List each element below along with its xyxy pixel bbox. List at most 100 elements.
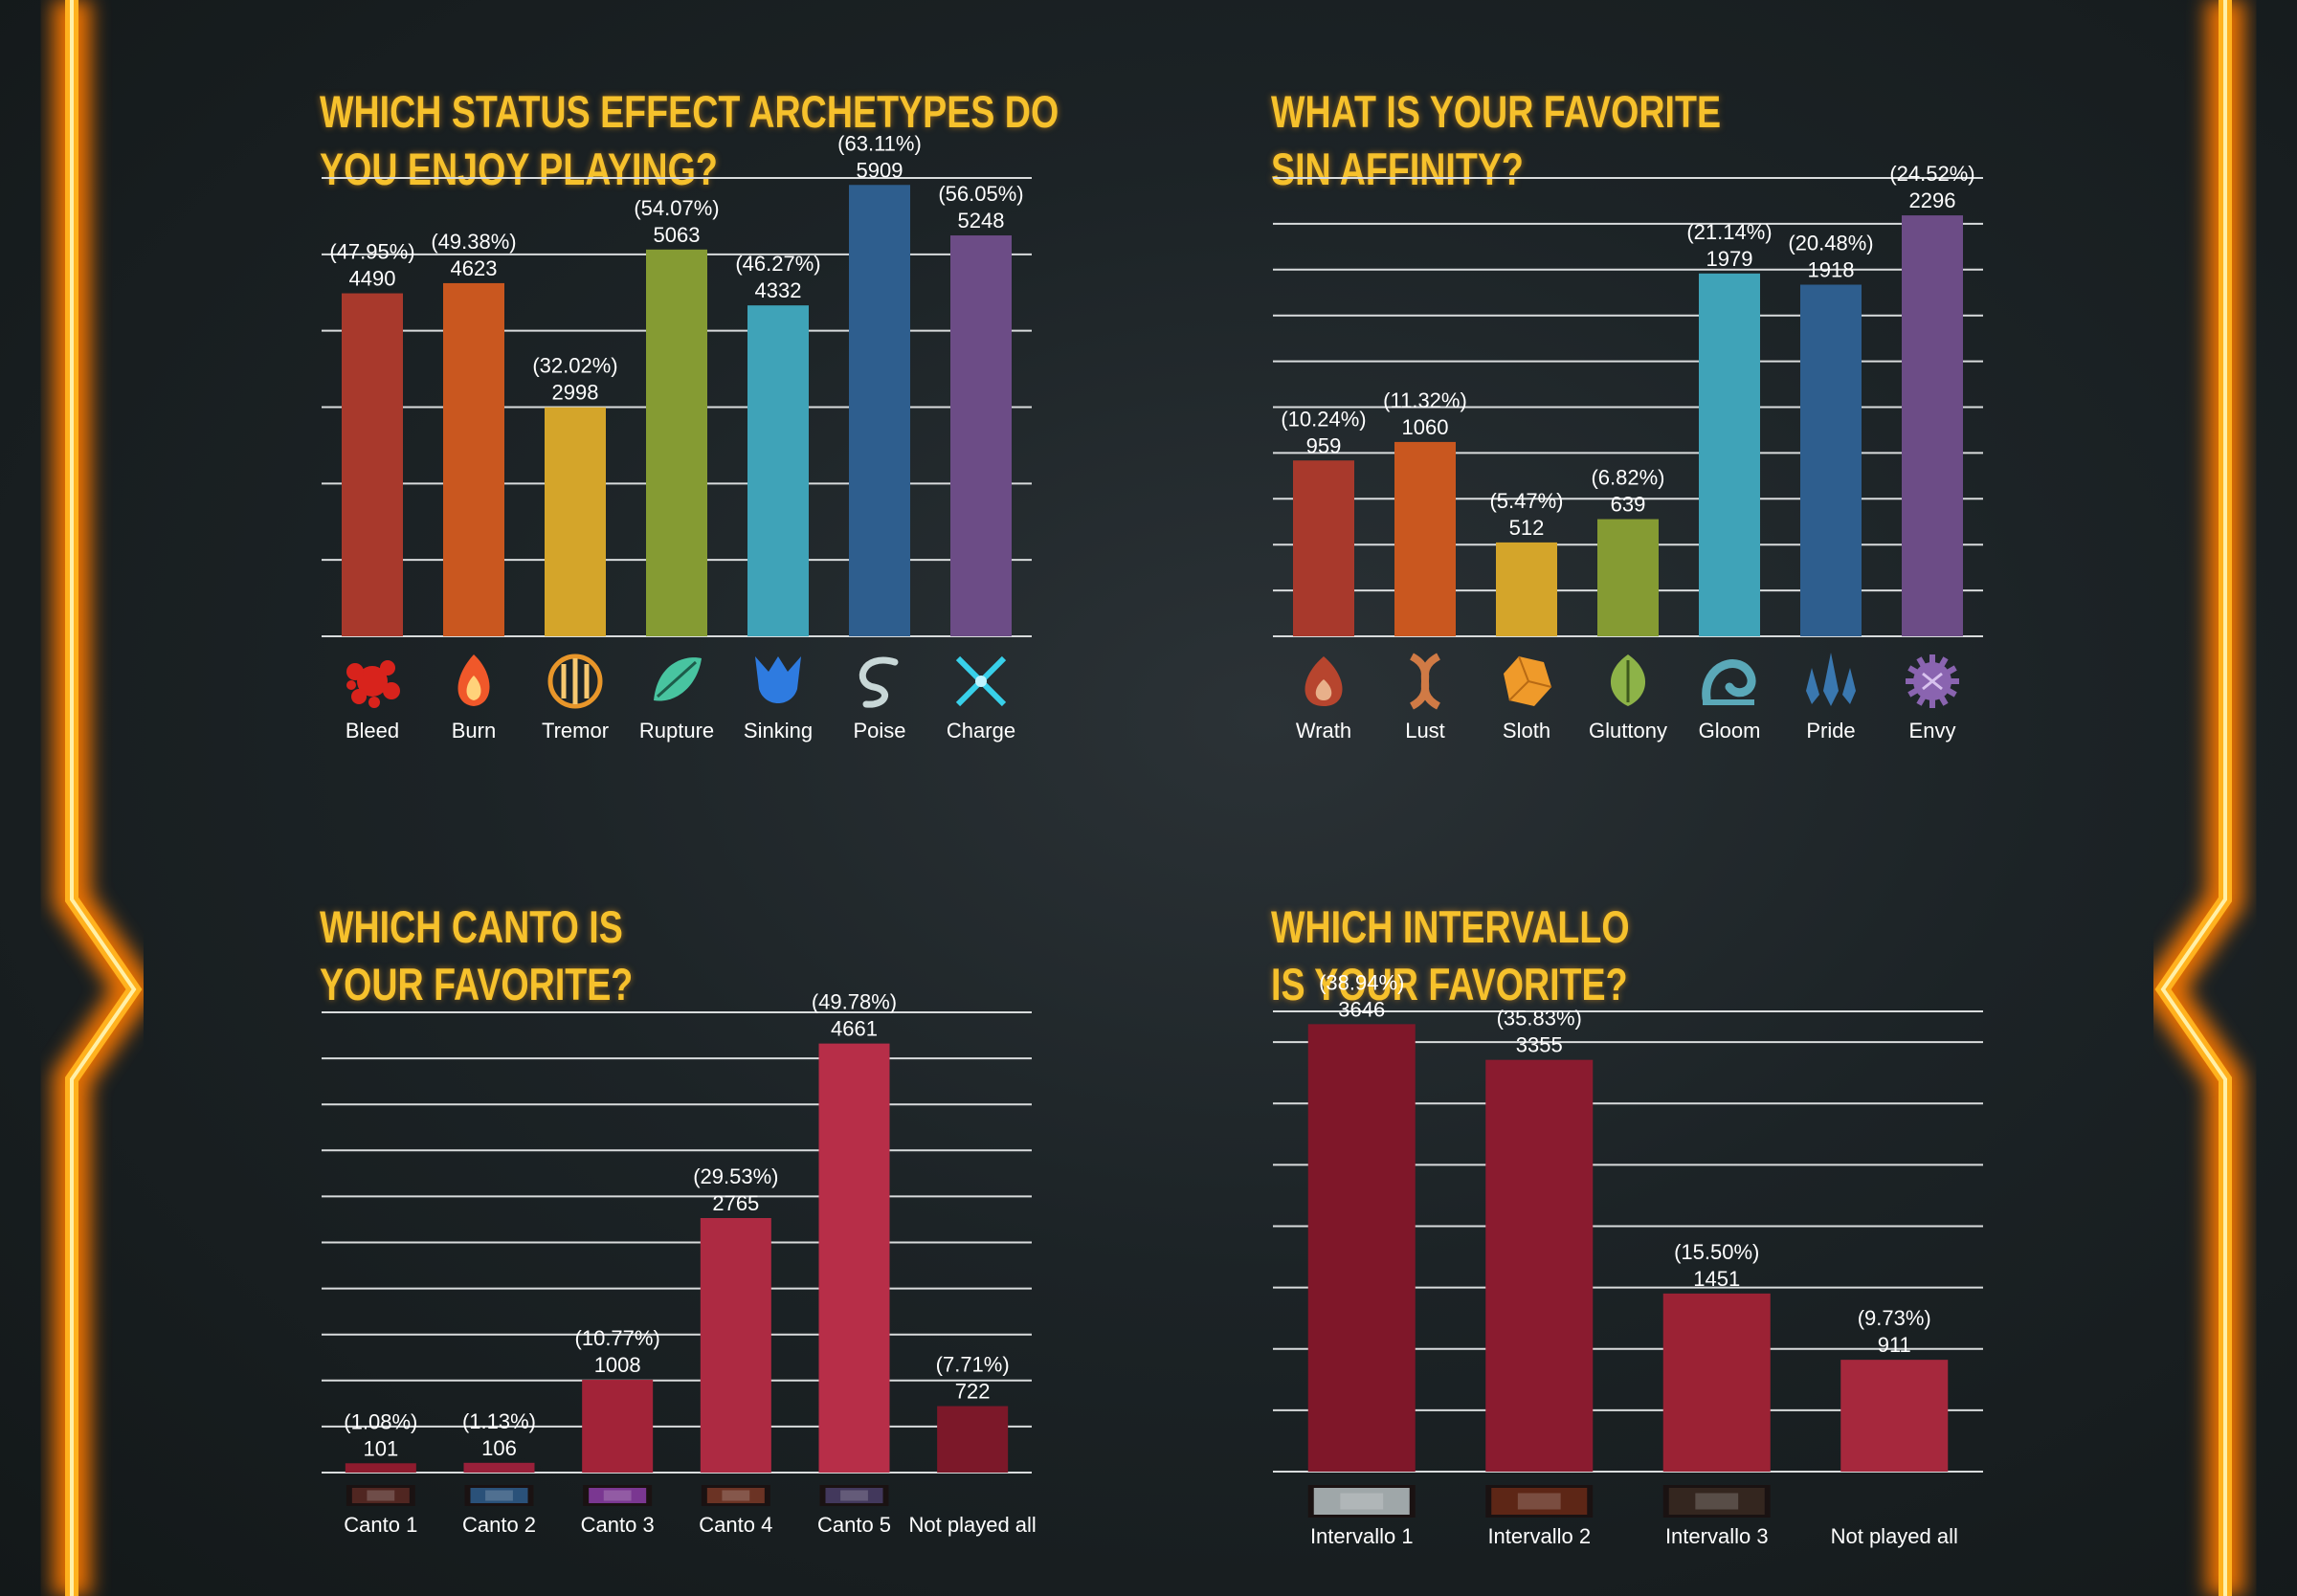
bar-pride <box>1800 284 1862 636</box>
category-label-burn: Burn <box>452 719 496 743</box>
bar-poise <box>849 185 910 636</box>
percent-label-intervallo-3: (15.50%) <box>1674 1240 1759 1264</box>
percent-label-canto-5: (49.78%) <box>812 990 897 1014</box>
bar-intervallo-2 <box>1485 1059 1594 1472</box>
chart-title: WHAT IS YOUR FAVORITE SIN AFFINITY? <box>1271 83 1721 198</box>
category-label-charge: Charge <box>947 719 1015 743</box>
percent-label-charge: (56.05%) <box>938 182 1023 206</box>
value-label-not-played-all: 722 <box>955 1380 991 1404</box>
status-effect-chart-panel: WHICH STATUS EFFECT ARCHETYPES DO YOU EN… <box>320 46 1059 754</box>
percent-label-burn: (49.38%) <box>431 230 516 254</box>
flame-icon <box>457 654 490 706</box>
percent-label-canto-4: (29.53%) <box>693 1164 778 1188</box>
lust-braid-icon <box>1409 653 1441 710</box>
chart-title-line-1: WHICH STATUS EFFECT ARCHETYPES DO <box>320 86 1059 137</box>
percent-label-sinking: (46.27%) <box>735 252 820 276</box>
bar-burn <box>443 282 504 636</box>
percent-label-pride: (20.48%) <box>1788 232 1873 255</box>
intervallo-chart-panel: WHICH INTERVALLO IS YOUR FAVORITE? (38.9… <box>1271 861 1987 1550</box>
category-label-intervallo-2: Intervallo 2 <box>1487 1524 1591 1548</box>
value-label-canto-2: 106 <box>481 1436 517 1460</box>
category-label-sinking: Sinking <box>744 719 813 743</box>
percent-label-canto-3: (10.77%) <box>575 1326 660 1350</box>
category-label-envy: Envy <box>1909 719 1956 743</box>
value-label-canto-3: 1008 <box>594 1353 641 1377</box>
value-label-tremor: 2998 <box>552 381 599 405</box>
value-label-intervallo-3: 1451 <box>1693 1267 1740 1291</box>
right-frame-border <box>2153 0 2244 1596</box>
bar-charge <box>950 235 1012 636</box>
gloom-wave-icon <box>1702 659 1756 705</box>
chart-title-line-2: SIN AFFINITY? <box>1271 144 1524 194</box>
category-label-canto-4: Canto 4 <box>699 1513 772 1537</box>
chart-title: WHICH INTERVALLO IS YOUR FAVORITE? <box>1271 898 1630 1013</box>
category-label-canto-3: Canto 3 <box>581 1513 655 1537</box>
sin-affinity-bar-chart: (10.24%)959 Wrath (11.32%) 1060 Lust (5.47%) 5… <box>1273 162 1983 743</box>
percent-label-gloom: (21.14%) <box>1686 220 1772 244</box>
chart-title-line-1: WHICH INTERVALLO <box>1271 901 1630 952</box>
gluttony-leaf-icon <box>1610 654 1646 706</box>
value-label-poise: 5909 <box>857 158 903 182</box>
chart-title-line-1: WHICH CANTO IS <box>320 901 623 952</box>
chart-title-line-2: IS YOUR FAVORITE? <box>1271 959 1628 1009</box>
bar-intervallo-1 <box>1307 1024 1416 1472</box>
envy-gear-icon <box>1906 654 1959 708</box>
intervallo-3-thumbnail <box>1662 1485 1771 1518</box>
percent-label-gluttony: (6.82%) <box>1591 466 1664 490</box>
canto-4-thumbnail <box>701 1485 770 1506</box>
category-label-rupture: Rupture <box>639 719 714 743</box>
category-label-canto-5: Canto 5 <box>817 1513 891 1537</box>
canto-3-thumbnail <box>583 1485 653 1506</box>
chart-title-line-1: WHAT IS YOUR FAVORITE <box>1271 86 1722 137</box>
percent-label-envy: (24.52%) <box>1889 162 1974 186</box>
percent-label-canto-1: (1.08%) <box>344 1409 417 1433</box>
value-label-gloom: 1979 <box>1706 247 1753 271</box>
bar-sinking <box>747 305 809 636</box>
charge-spark-icon <box>955 655 1007 707</box>
category-label-intervallo-1: Intervallo 1 <box>1310 1524 1414 1548</box>
bar-not-played-all <box>937 1406 1009 1473</box>
chart-title: WHICH STATUS EFFECT ARCHETYPES DO YOU EN… <box>320 83 1059 198</box>
canto-5-thumbnail <box>819 1485 889 1506</box>
value-label-intervallo-2: 3355 <box>1516 1033 1563 1057</box>
bar-lust <box>1394 441 1456 636</box>
canto-1-thumbnail <box>346 1485 415 1506</box>
percent-label-intervallo-2: (35.83%) <box>1497 1007 1582 1031</box>
canto-2-thumbnail <box>464 1485 534 1506</box>
value-label-rupture: 5063 <box>654 223 701 247</box>
bar-sloth <box>1496 542 1557 636</box>
intervallo-bar-chart: (38.94%) 3646 Intervallo 1 (35.83%)3355 Inte… <box>1273 970 1983 1548</box>
chart-title-line-2: YOU ENJOY PLAYING? <box>320 144 718 194</box>
value-label-intervallo-1: 3646 <box>1338 997 1385 1021</box>
value-label-lust: 1060 <box>1402 415 1449 439</box>
value-label-bleed: 4490 <box>349 267 396 291</box>
value-label-sloth: 512 <box>1509 516 1545 540</box>
value-label-envy: 2296 <box>1909 188 1956 212</box>
bar-canto-4 <box>700 1218 771 1473</box>
wrath-flame-icon <box>1305 656 1343 706</box>
blood-splatter-icon <box>346 660 400 708</box>
category-label-wrath: Wrath <box>1296 719 1351 743</box>
value-label-gluttony: 639 <box>1611 493 1646 517</box>
poise-swirl-icon <box>859 656 899 708</box>
value-label-burn: 4623 <box>451 256 498 280</box>
sin-affinity-chart-panel: WHAT IS YOUR FAVORITE SIN AFFINITY? (10.… <box>1271 46 1987 754</box>
category-label-not-played-all: Not played all <box>1831 1524 1958 1548</box>
chart-title: WHICH CANTO IS YOUR FAVORITE? <box>320 898 633 1013</box>
percent-label-poise: (63.11%) <box>837 131 922 155</box>
pride-spire-icon <box>1806 653 1856 706</box>
bar-intervallo-3 <box>1662 1293 1771 1472</box>
canto-chart-panel: WHICH CANTO IS YOUR FAVORITE? (1.08%) 101… <box>320 861 1037 1550</box>
leaf-shard-icon <box>654 657 702 701</box>
value-label-canto-5: 4661 <box>831 1017 878 1041</box>
value-label-sinking: 4332 <box>755 278 802 302</box>
bar-gloom <box>1699 273 1760 636</box>
bar-tremor <box>545 407 606 636</box>
value-label-wrath: 959 <box>1306 433 1342 457</box>
value-label-not-played-all: 911 <box>1878 1333 1911 1357</box>
percent-label-wrath: (10.24%) <box>1281 407 1366 431</box>
percent-label-canto-2: (1.13%) <box>462 1409 536 1433</box>
category-label-lust: Lust <box>1405 719 1445 743</box>
bar-canto-5 <box>818 1043 890 1473</box>
value-label-pride: 1918 <box>1808 258 1855 282</box>
